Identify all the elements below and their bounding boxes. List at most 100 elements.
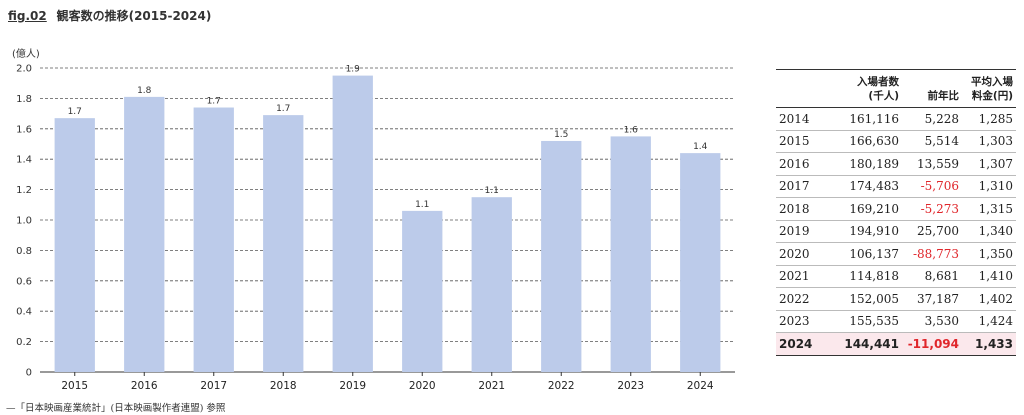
cell-change: 25,700 <box>902 220 962 243</box>
table-row: 2022 152,005 37,187 1,402 <box>776 287 1016 311</box>
header-attendance-line2: (千人) <box>868 90 899 102</box>
table-row: 2024 144,441 -11,094 1,433 <box>776 332 1016 356</box>
table-row: 2019 194,910 25,700 1,340 <box>776 220 1016 243</box>
cell-fee: 1,307 <box>962 152 1016 176</box>
cell-year: 2024 <box>776 332 820 356</box>
cell-change: -5,273 <box>902 197 962 221</box>
cell-attendance: 114,818 <box>820 265 902 288</box>
bar-value-label: 1.1 <box>485 186 499 196</box>
cell-fee: 1,433 <box>962 332 1016 356</box>
y-tick-label: 1.2 <box>16 185 32 196</box>
y-axis-label: (億人) <box>12 47 40 60</box>
x-tick-label: 2016 <box>131 380 158 392</box>
cell-attendance: 161,116 <box>820 107 902 131</box>
table-header-row: 入場者数 (千人) 前年比 平均入場 料金(円) <box>776 69 1016 108</box>
bar-value-label: 1.9 <box>346 65 361 75</box>
cell-year: 2014 <box>776 107 820 131</box>
y-tick-label: 2.0 <box>16 64 32 75</box>
cell-change: -88,773 <box>902 242 962 266</box>
y-tick-label: 0.6 <box>16 276 32 287</box>
cell-attendance: 106,137 <box>820 242 902 266</box>
cell-attendance: 155,535 <box>820 310 902 333</box>
cell-year: 2021 <box>776 265 820 288</box>
cell-year: 2015 <box>776 130 820 153</box>
x-tick-label: 2021 <box>478 380 505 392</box>
y-tick-label: 0.2 <box>16 337 32 348</box>
bar <box>610 136 651 372</box>
x-tick-label: 2018 <box>270 380 297 392</box>
attendance-table: 入場者数 (千人) 前年比 平均入場 料金(円) 2014 161,116 5,22… <box>776 69 1016 356</box>
figure-title: fig.02 観客数の推移(2015-2024) <box>8 7 211 24</box>
cell-fee: 1,340 <box>962 220 1016 243</box>
table-body: 2014 161,116 5,228 1,285 2015 166,630 5,514 1,3… <box>776 107 1016 356</box>
bar <box>263 115 304 373</box>
header-fee: 平均入場 料金(円) <box>962 69 1016 108</box>
table-row: 2020 106,137 -88,773 1,350 <box>776 242 1016 266</box>
cell-change: 5,228 <box>902 107 962 131</box>
cell-fee: 1,402 <box>962 287 1016 311</box>
bar <box>54 118 95 372</box>
source-note: —「日本映画産業統計」(日本映画製作者連盟) 参照 <box>6 403 226 414</box>
cell-attendance: 152,005 <box>820 287 902 311</box>
cell-year: 2017 <box>776 175 820 198</box>
x-tick-label: 2015 <box>61 380 88 392</box>
cell-change: 3,530 <box>902 310 962 333</box>
table-row: 2018 169,210 -5,273 1,315 <box>776 197 1016 221</box>
cell-change: 37,187 <box>902 287 962 311</box>
cell-attendance: 166,630 <box>820 130 902 153</box>
figure-number: fig.02 <box>8 9 47 23</box>
table-row: 2016 180,189 13,559 1,307 <box>776 152 1016 176</box>
cell-fee: 1,310 <box>962 175 1016 198</box>
x-tick-label: 2022 <box>548 380 575 392</box>
y-tick-label: 1.8 <box>16 94 32 105</box>
cell-attendance: 174,483 <box>820 175 902 198</box>
cell-change: 13,559 <box>902 152 962 176</box>
header-fee-line1: 平均入場 <box>971 76 1013 88</box>
bar-value-label: 1.1 <box>415 200 429 210</box>
cell-change: -5,706 <box>902 175 962 198</box>
table-row: 2021 114,818 8,681 1,410 <box>776 265 1016 288</box>
y-tick-label: 1.4 <box>16 155 32 166</box>
x-tick-label: 2020 <box>409 380 436 392</box>
bar-value-label: 1.8 <box>137 86 152 96</box>
header-attendance: 入場者数 (千人) <box>820 69 902 108</box>
header-year <box>776 69 820 108</box>
y-tick-label: 1.6 <box>16 124 32 135</box>
bar-value-label: 1.7 <box>68 107 82 117</box>
bar-value-label: 1.5 <box>554 130 568 140</box>
cell-year: 2022 <box>776 287 820 311</box>
table-row: 2017 174,483 -5,706 1,310 <box>776 175 1016 198</box>
y-tick-label: 0 <box>26 368 32 379</box>
cell-year: 2023 <box>776 310 820 333</box>
y-tick-label: 1.0 <box>16 216 32 227</box>
cell-year: 2016 <box>776 152 820 176</box>
table-row: 2023 155,535 3,530 1,424 <box>776 310 1016 333</box>
cell-fee: 1,303 <box>962 130 1016 153</box>
table-row: 2015 166,630 5,514 1,303 <box>776 130 1016 153</box>
cell-fee: 1,410 <box>962 265 1016 288</box>
bar-value-label: 1.6 <box>624 125 639 135</box>
bar <box>680 153 721 372</box>
bar <box>332 75 373 372</box>
cell-change: -11,094 <box>902 332 962 356</box>
bar <box>471 197 512 372</box>
y-tick-label: 0.4 <box>16 307 32 318</box>
header-change: 前年比 <box>902 69 962 108</box>
x-tick-label: 2019 <box>339 380 366 392</box>
y-tick-label: 0.8 <box>16 246 32 257</box>
header-fee-line2: 料金(円) <box>971 90 1013 102</box>
cell-year: 2018 <box>776 197 820 221</box>
cell-fee: 1,285 <box>962 107 1016 131</box>
cell-attendance: 180,189 <box>820 152 902 176</box>
header-attendance-line1: 入場者数 <box>857 76 899 88</box>
bar-value-label: 1.7 <box>207 97 221 107</box>
bar-value-label: 1.4 <box>693 142 708 152</box>
cell-fee: 1,315 <box>962 197 1016 221</box>
cell-fee: 1,350 <box>962 242 1016 266</box>
cell-attendance: 144,441 <box>820 332 902 356</box>
bar <box>124 96 165 372</box>
bar <box>193 107 234 373</box>
bar-value-label: 1.7 <box>276 104 290 114</box>
figure-title-text: 観客数の推移(2015-2024) <box>56 9 212 23</box>
attendance-bar-chart: (億人) 2.0 1.8 1.6 1.4 1.2 1.0 0.8 0.6 0.4 0.2 0 1.7 20… <box>12 47 735 392</box>
